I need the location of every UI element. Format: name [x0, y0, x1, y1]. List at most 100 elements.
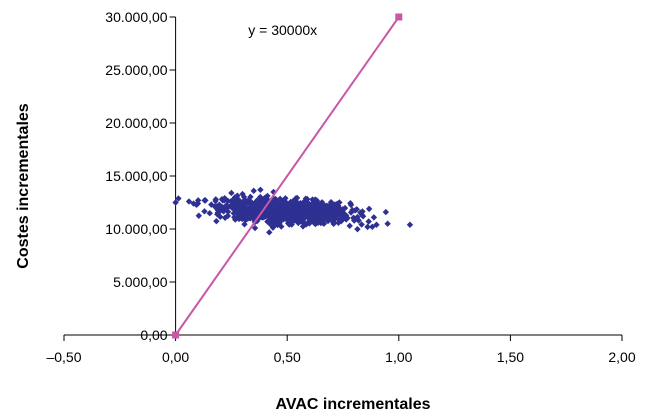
x-axis-ticks: –0,50 0,00 0,50 1,00 1,50 2,00 — [46, 335, 636, 365]
scatter-point — [307, 218, 315, 225]
scatter-point — [223, 202, 230, 209]
scatter-point — [311, 211, 319, 218]
scatter-point — [269, 200, 276, 208]
y-tick-label: 30.000,00 — [105, 9, 167, 25]
scatter-point — [299, 201, 306, 209]
scatter-point — [353, 206, 360, 213]
x-tick-label: 1,50 — [497, 349, 524, 365]
equation-label: y = 30000x — [248, 22, 317, 38]
scatter-point — [355, 217, 362, 224]
scatter-point — [341, 204, 349, 212]
scatter-point — [251, 210, 259, 218]
scatter-point — [234, 192, 241, 199]
scatter-point — [347, 200, 354, 207]
y-tick-label: 10.000,00 — [105, 221, 167, 237]
scatter-point — [255, 200, 263, 207]
scatter-point — [300, 219, 307, 227]
scatter-points — [172, 186, 414, 236]
scatter-point — [190, 200, 197, 207]
scatter-point — [319, 206, 326, 213]
y-tick-label: 25.000,00 — [105, 62, 167, 78]
scatter-point — [317, 219, 325, 227]
scatter-point — [257, 186, 264, 193]
scatter-point — [270, 188, 277, 196]
scatter-point — [365, 205, 373, 213]
scatter-point — [267, 221, 274, 228]
scatter-point — [241, 221, 248, 228]
y-axis-ticks: 0,005.000,0010.000,0015.000,0020.000,002… — [105, 9, 176, 343]
scatter-point — [288, 221, 295, 228]
x-tick-label: 1,00 — [385, 349, 412, 365]
x-tick-label: 0,00 — [162, 349, 189, 365]
scatter-point — [370, 214, 378, 221]
scatter-point — [251, 224, 259, 232]
scatter-point — [257, 193, 264, 201]
scatter-point — [269, 219, 277, 226]
scatter-point — [217, 203, 224, 210]
scatter-point — [280, 215, 287, 223]
x-axis-title: AVAC incrementales — [275, 396, 430, 413]
scatter-point — [217, 213, 224, 221]
scatter-point — [231, 214, 238, 221]
scatter-point — [244, 199, 252, 207]
x-tick-label: 0,50 — [274, 349, 301, 365]
scatter-point — [206, 210, 213, 217]
y-tick-label: 5.000,00 — [113, 274, 168, 290]
scatter-point — [300, 207, 307, 215]
scatter-point — [247, 198, 254, 205]
scatter-point — [304, 195, 311, 203]
scatter-point — [224, 212, 231, 220]
scatter-point — [213, 217, 220, 225]
annotations: y = 30000x — [248, 22, 317, 38]
scatter-point — [295, 215, 302, 222]
scatter-point — [273, 204, 280, 211]
scatter-point — [322, 212, 329, 219]
scatter-point — [194, 200, 202, 207]
threshold-line-endpoint — [395, 13, 403, 21]
scatter-point — [266, 207, 273, 214]
scatter-point — [331, 201, 339, 208]
scatter-point — [280, 200, 288, 207]
scatter-point — [365, 218, 372, 225]
scatter-point — [364, 223, 371, 231]
scatter-point — [331, 210, 338, 218]
scatter-point — [295, 219, 302, 227]
scatter-point — [229, 199, 236, 206]
scatter-point — [358, 221, 365, 228]
scatter-point — [336, 199, 343, 206]
scatter-point — [251, 203, 258, 211]
scatter-point — [339, 213, 347, 220]
y-tick-label: 20.000,00 — [105, 115, 167, 131]
scatter-point — [235, 215, 243, 223]
scatter-point — [303, 211, 311, 218]
scatter-point — [234, 209, 241, 217]
scatter-point — [293, 205, 300, 212]
scatter-point — [218, 195, 226, 203]
scatter-point — [335, 210, 342, 218]
scatter-point — [185, 198, 193, 205]
scatter-point — [195, 212, 202, 219]
scatter-point — [260, 197, 267, 204]
scatter-point — [240, 209, 248, 216]
scatter-point — [175, 195, 182, 202]
scatter-point — [354, 225, 361, 233]
scatter-point — [266, 229, 273, 236]
threshold-line-group — [172, 13, 403, 339]
scatter-point — [406, 221, 414, 228]
scatter-point — [212, 196, 219, 203]
scatter-point — [384, 220, 391, 227]
scatter-point — [280, 209, 287, 216]
threshold-line-endpoint — [172, 331, 180, 339]
scatter-point — [221, 195, 228, 202]
x-tick-label: 2,00 — [608, 349, 635, 365]
scatter-point — [172, 199, 179, 206]
scatter-point — [201, 208, 208, 215]
scatter-point — [291, 199, 298, 206]
scatter-point — [289, 210, 296, 217]
scatter-point — [244, 215, 252, 222]
scatter-point — [237, 201, 245, 208]
scatter-point — [273, 208, 280, 216]
scatter-point — [264, 218, 271, 225]
scatter-point — [359, 213, 367, 220]
